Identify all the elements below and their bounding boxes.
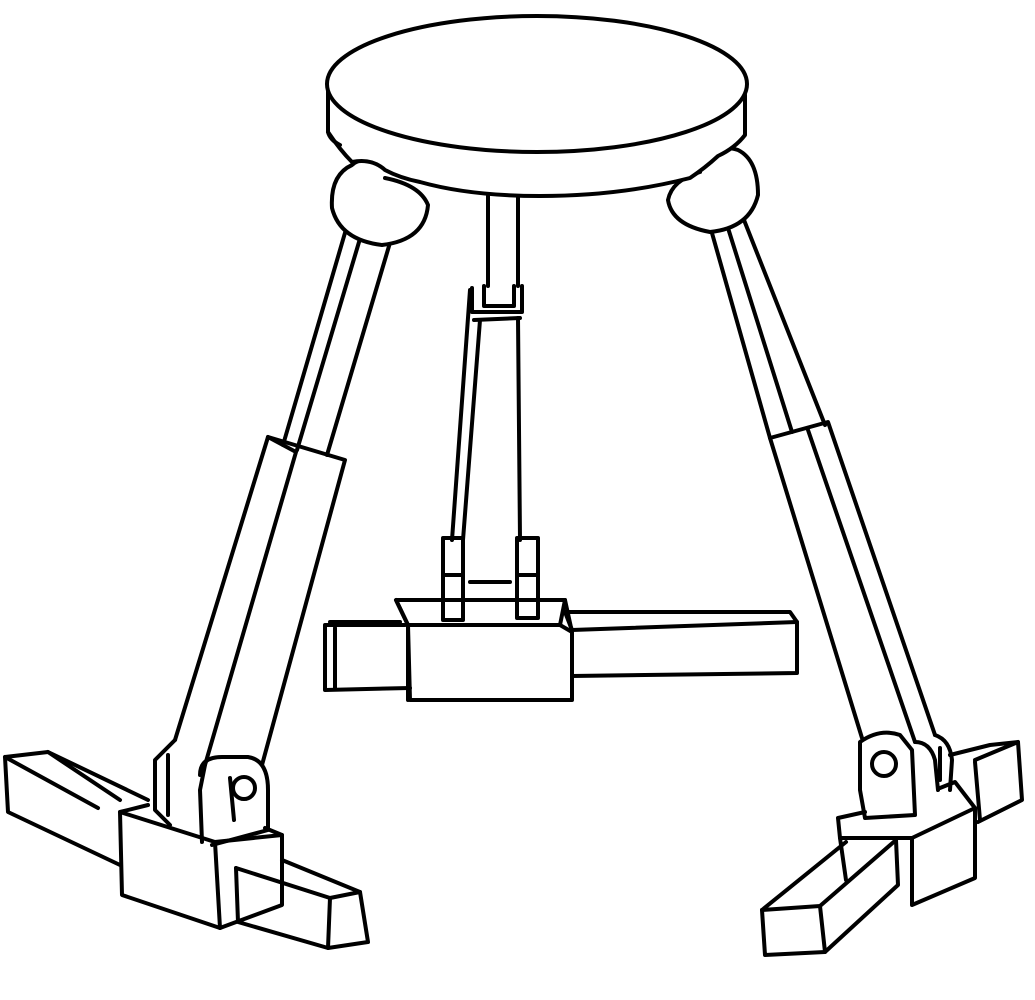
center-carriage [394,598,574,702]
ball-joint-right [666,145,760,234]
right-leg-lower-sleeve [768,420,937,744]
left-foot-clevis [153,738,270,847]
left-leg [3,224,394,950]
left-leg-lower-sleeve [173,435,347,767]
top-platform [325,14,749,198]
right-foot-clevis [858,730,954,820]
left-foot-rail [3,750,370,950]
right-leg [708,218,1024,957]
left-leg-upper-rod [281,224,394,457]
right-foot-block [836,780,977,907]
center-shaft [441,194,540,622]
right-foot-rail [760,740,1024,957]
right-leg-upper-rod [708,218,827,440]
center-leg [323,194,799,702]
left-foot-block [118,803,284,930]
ball-joint-left [329,157,430,247]
